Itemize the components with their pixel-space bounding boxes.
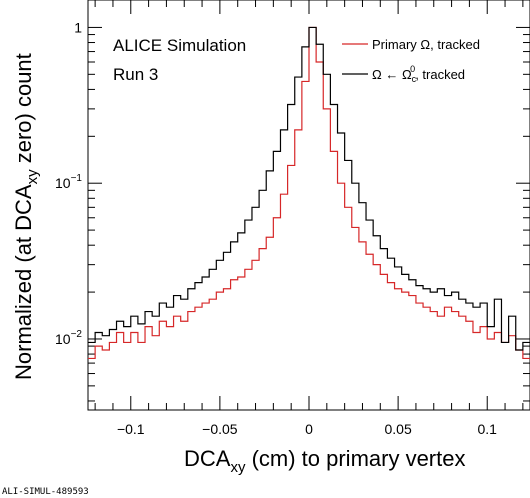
series-layer	[88, 26, 530, 360]
annotation-line-1: ALICE Simulation	[113, 36, 246, 55]
y-tick-label: 1	[74, 19, 82, 35]
legend-primary-label: Primary Ω, tracked	[372, 37, 480, 52]
y-axis-label: Normalized (at DCAxy zero) count	[11, 53, 41, 380]
series-charm-line	[88, 26, 530, 351]
axis-ticks	[88, 0, 530, 410]
series-charm	[88, 26, 530, 351]
y-tick-label: 10−1	[55, 173, 82, 191]
axis-tick-labels: −0.1 −0.05 0 0.05 0.1 1 10−1 10−2	[55, 19, 497, 437]
footer-id: ALI-SIMUL-489593	[2, 487, 89, 497]
legend: Primary Ω, tracked Ω ← Ωc0, tracked	[342, 37, 480, 84]
annotation-line-2: Run 3	[113, 65, 158, 84]
x-tick-label: 0	[305, 421, 313, 437]
x-tick-label: −0.05	[202, 421, 238, 437]
y-tick-label: 10−2	[55, 329, 82, 347]
x-tick-label: −0.1	[117, 421, 145, 437]
x-axis-label: DCAxy (cm) to primary vertex	[184, 446, 465, 476]
series-primary-line	[88, 26, 530, 360]
series-primary	[88, 26, 530, 360]
legend-charm-label: Ω ← Ωc0, tracked	[372, 64, 465, 84]
x-tick-label: 0.05	[384, 421, 411, 437]
x-tick-label: 0.1	[477, 421, 497, 437]
